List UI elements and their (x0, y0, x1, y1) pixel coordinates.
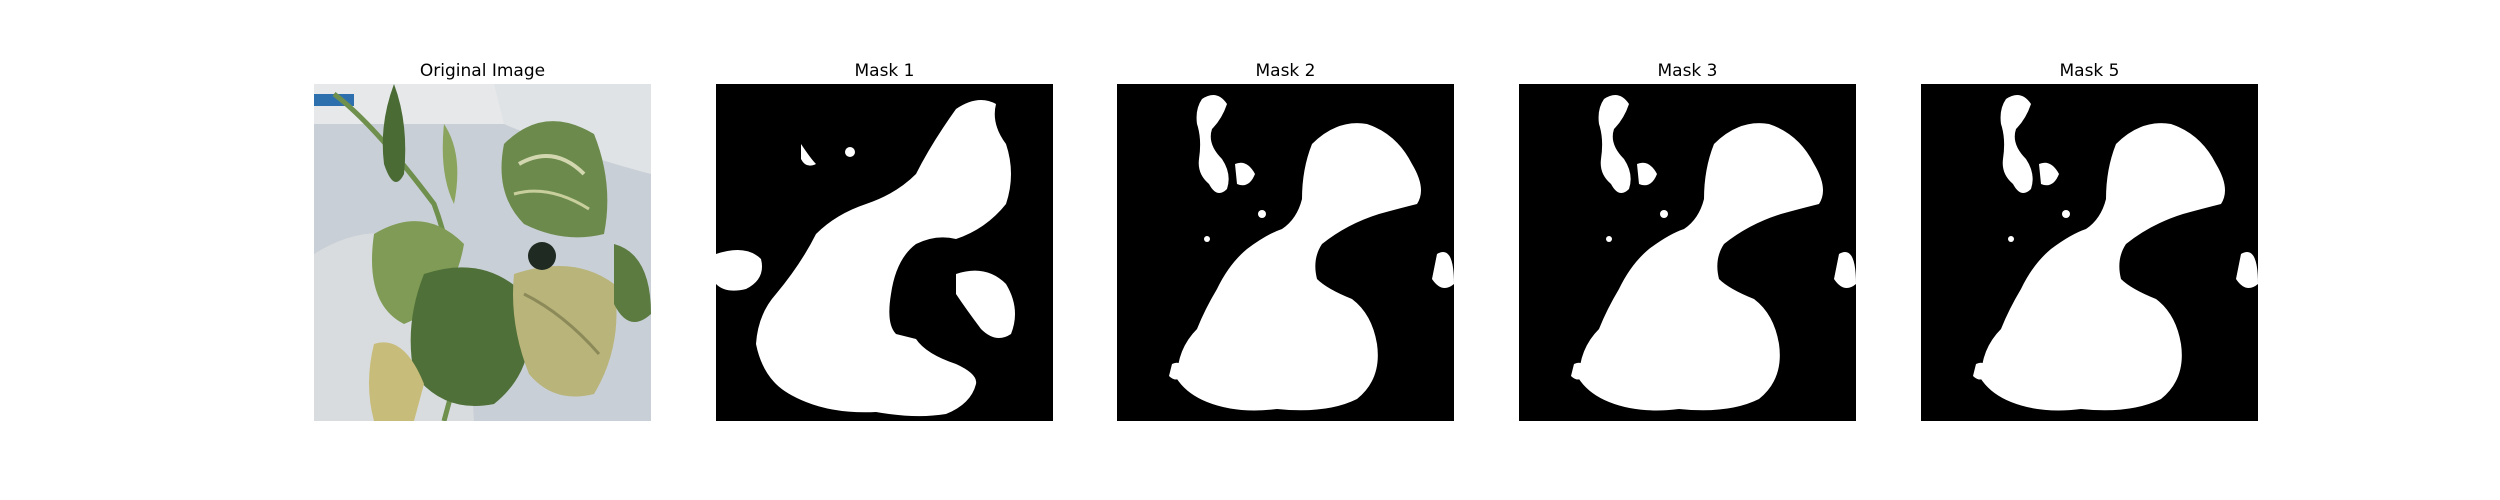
mask-5-image (1921, 84, 2258, 421)
panel-mask-2: Mask 2 (1117, 60, 1454, 421)
panel-title: Mask 5 (2059, 61, 2120, 81)
panel-mask-5: Mask 5 (1921, 60, 2258, 421)
mask-3 (1519, 84, 1856, 421)
mask-5 (1921, 84, 2258, 421)
panel-original: Original Image (314, 60, 651, 421)
mask-3-image (1519, 84, 1856, 421)
panel-mask-1: Mask 1 (716, 60, 1053, 421)
panel-title: Original Image (419, 61, 546, 81)
mask-1 (716, 84, 1053, 421)
original-image (314, 84, 651, 421)
mask-2-image (1117, 84, 1454, 421)
panel-mask-3: Mask 3 (1519, 60, 1856, 421)
panel-title: Mask 1 (854, 61, 915, 81)
panel-title: Mask 2 (1255, 61, 1316, 81)
mask-2 (1117, 84, 1454, 421)
panel-title: Mask 3 (1657, 61, 1718, 81)
plant-photo (314, 84, 651, 421)
mask-1-image (716, 84, 1053, 421)
